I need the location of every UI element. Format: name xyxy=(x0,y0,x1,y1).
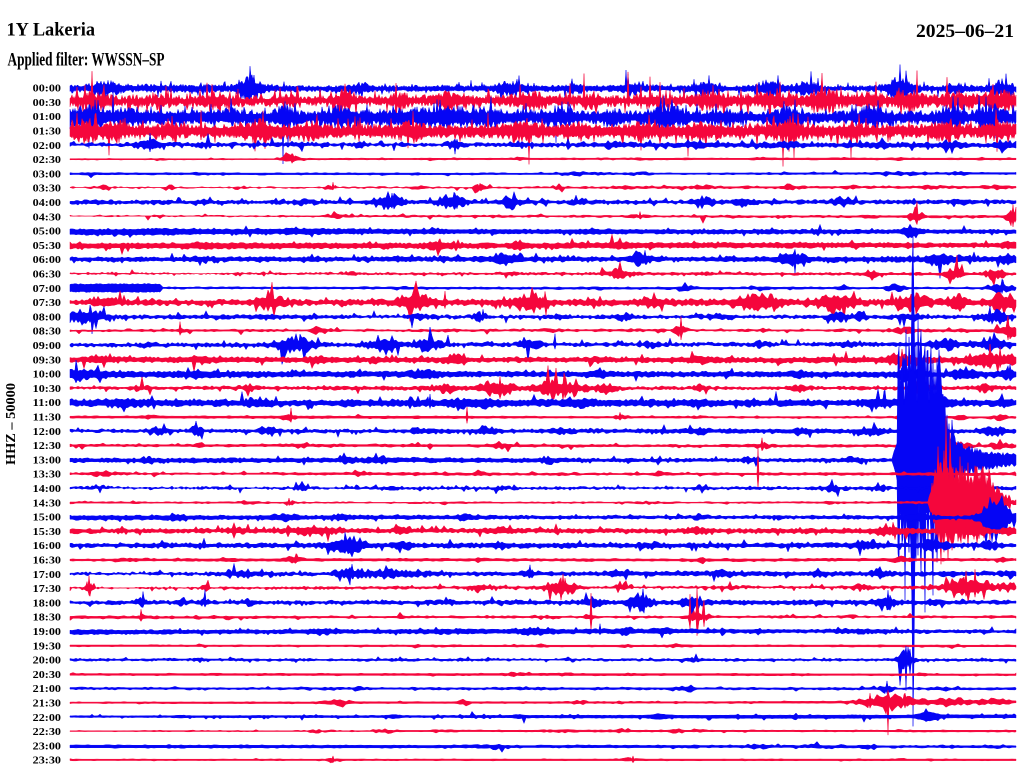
svg-text:04:00: 04:00 xyxy=(33,197,62,209)
svg-text:17:30: 17:30 xyxy=(33,583,62,595)
svg-text:04:30: 04:30 xyxy=(33,211,62,223)
svg-text:HHZ – 50000: HHZ – 50000 xyxy=(4,383,19,465)
svg-text:23:00: 23:00 xyxy=(33,740,62,752)
svg-text:19:30: 19:30 xyxy=(33,640,62,652)
svg-text:10:30: 10:30 xyxy=(33,383,62,395)
svg-text:01:30: 01:30 xyxy=(33,126,62,138)
svg-text:10:00: 10:00 xyxy=(33,369,62,381)
svg-text:17:00: 17:00 xyxy=(33,569,62,581)
svg-text:22:30: 22:30 xyxy=(33,726,62,738)
svg-text:12:00: 12:00 xyxy=(33,426,62,438)
svg-text:13:00: 13:00 xyxy=(33,454,62,466)
svg-text:07:30: 07:30 xyxy=(33,297,62,309)
svg-text:09:00: 09:00 xyxy=(33,340,62,352)
svg-text:13:30: 13:30 xyxy=(33,469,62,481)
svg-text:08:00: 08:00 xyxy=(33,311,62,323)
svg-text:06:00: 06:00 xyxy=(33,254,62,266)
svg-text:03:00: 03:00 xyxy=(33,168,62,180)
svg-text:18:30: 18:30 xyxy=(33,612,62,624)
svg-text:1Y Lakeria: 1Y Lakeria xyxy=(7,21,96,41)
svg-text:14:00: 14:00 xyxy=(33,483,62,495)
svg-text:05:00: 05:00 xyxy=(33,226,62,238)
svg-text:22:00: 22:00 xyxy=(33,712,62,724)
svg-text:07:00: 07:00 xyxy=(33,283,62,295)
svg-text:05:30: 05:30 xyxy=(33,240,62,252)
svg-text:20:00: 20:00 xyxy=(33,655,62,667)
svg-text:11:00: 11:00 xyxy=(33,397,62,409)
svg-text:18:00: 18:00 xyxy=(33,597,62,609)
svg-text:08:30: 08:30 xyxy=(33,326,62,338)
svg-text:02:00: 02:00 xyxy=(33,140,62,152)
svg-text:2025–06–21: 2025–06–21 xyxy=(916,22,1014,42)
svg-text:09:30: 09:30 xyxy=(33,354,62,366)
svg-text:00:00: 00:00 xyxy=(33,83,62,95)
svg-text:06:30: 06:30 xyxy=(33,269,62,281)
svg-text:00:30: 00:30 xyxy=(33,97,62,109)
svg-text:15:00: 15:00 xyxy=(33,512,62,524)
svg-text:19:00: 19:00 xyxy=(33,626,62,638)
svg-text:01:00: 01:00 xyxy=(33,111,62,123)
svg-text:Applied filter: WWSSN–SP: Applied filter: WWSSN–SP xyxy=(8,51,165,71)
svg-text:16:00: 16:00 xyxy=(33,540,62,552)
svg-text:21:30: 21:30 xyxy=(33,698,62,710)
svg-text:21:00: 21:00 xyxy=(33,683,62,695)
svg-text:03:30: 03:30 xyxy=(33,183,62,195)
svg-text:16:30: 16:30 xyxy=(33,555,62,567)
svg-text:20:30: 20:30 xyxy=(33,669,62,681)
svg-text:02:30: 02:30 xyxy=(33,154,62,166)
svg-text:11:30: 11:30 xyxy=(33,412,62,424)
svg-text:15:30: 15:30 xyxy=(33,526,62,538)
svg-text:23:30: 23:30 xyxy=(33,755,62,767)
svg-text:12:30: 12:30 xyxy=(33,440,62,452)
svg-text:14:30: 14:30 xyxy=(33,497,62,509)
